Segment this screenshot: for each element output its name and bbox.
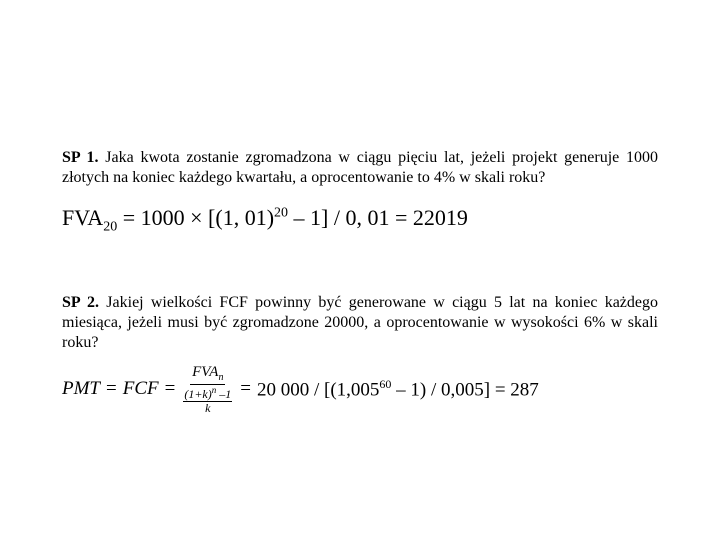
problem-1-label: SP 1. [62,149,99,166]
problem-2-text: Jakiej wielkości FCF powinny być generow… [62,294,658,351]
f2-den-num-tail: –1 [216,387,231,401]
f1-sub: 20 [103,219,117,234]
f1-exp: 20 [274,206,288,221]
f1-result: 22019 [413,205,468,230]
f2-fcf: FCF [123,378,159,400]
f2-den-num-base: (1+k) [184,387,211,401]
f2-rhs-exp: 60 [379,377,391,391]
f1-rb1: ) [267,205,274,230]
f2-frac-den-inner: (1+k)n –1 k [183,386,232,414]
f2-fraction: FVAn (1+k)n –1 k [181,365,234,415]
f2-eq1: = [106,378,117,400]
f2-rhs-a: 20 000 / [(1,005 [257,380,379,401]
f1-rate: 0, 01 [345,205,389,230]
f2-eq3: = [240,378,251,400]
formula-1: FVA20 = 1000 × [(1, 01)20 – 1] / 0, 01 =… [62,204,658,237]
f2-frac-num-var: FVA [192,364,218,380]
f1-var: FVA [62,205,103,230]
f1-times: × [185,205,208,230]
f2-den-den: k [205,402,210,415]
problem-1: SP 1. Jaka kwota zostanie zgromadzona w … [62,148,658,188]
f2-rhs: 20 000 / [(1,00560 – 1) / 0,005] = 287 [257,377,539,401]
problem-2: SP 2. Jakiej wielkości FCF powinny być g… [62,293,658,353]
f2-eq2: = [165,378,176,400]
f1-pmt: 1000 [141,205,185,230]
f2-frac-num-sub: n [218,372,223,383]
problem-2-label: SP 2. [62,294,99,311]
f1-minus: – 1] / [288,205,345,230]
f2-pmt: PMT [62,378,100,400]
f1-eq: = [117,205,140,230]
f2-den-num: (1+k)n –1 [183,386,232,402]
formula-2: PMT = FCF = FVAn (1+k)n –1 k = 20 000 / … [62,365,658,415]
problem-1-text: Jaka kwota zostanie zgromadzona w ciągu … [62,149,658,186]
f2-rhs-b: – 1) / 0,005] = 287 [391,380,538,401]
f1-lb: [( [208,205,223,230]
f1-eq2: = [389,205,412,230]
f2-frac-den: (1+k)n –1 k [181,385,234,414]
f2-frac-num: FVAn [190,365,225,386]
f1-base: 1, 01 [223,205,267,230]
